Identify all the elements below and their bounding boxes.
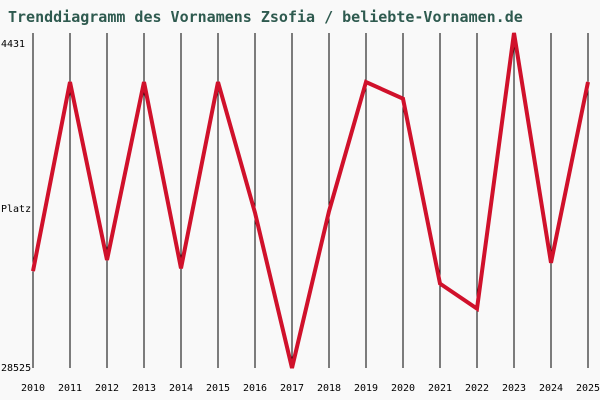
x-tick-2017: 2017 (280, 383, 304, 394)
data-point-2020 (402, 98, 404, 100)
data-point-2013 (143, 81, 145, 83)
x-tick-2013: 2013 (132, 383, 156, 394)
data-point-2025 (587, 81, 589, 83)
x-tick-2016: 2016 (243, 383, 267, 394)
chart-title: Trenddiagramm des Vornamens Zsofia / bel… (8, 8, 523, 26)
data-point-2019 (365, 81, 367, 83)
x-tick-2025: 2025 (576, 383, 600, 394)
data-point-2011 (69, 81, 71, 83)
data-point-2012 (106, 259, 108, 261)
series-line-0 (31, 32, 590, 369)
x-tick-2023: 2023 (502, 383, 526, 394)
x-tick-2015: 2015 (206, 383, 230, 394)
x-tick-2014: 2014 (169, 383, 193, 394)
x-axis: 2010 2011 2012 2013 2014 2015 2016 2017 2018 2019… (21, 383, 600, 394)
data-point-2023 (513, 32, 515, 34)
y-axis-label: Platz (1, 204, 31, 215)
data-point-2010 (32, 270, 34, 272)
data-point-2014 (180, 267, 182, 269)
data-point-2016 (254, 212, 256, 214)
data-point-2021 (439, 283, 441, 285)
y-tick-top: 4431 (1, 39, 25, 50)
data-point-2024 (550, 262, 552, 264)
x-tick-2012: 2012 (95, 383, 119, 394)
x-tick-2024: 2024 (539, 383, 563, 394)
data-point-2022 (476, 308, 478, 310)
x-tick-2010: 2010 (21, 383, 45, 394)
x-tick-2020: 2020 (391, 383, 415, 394)
data-point-2018 (328, 210, 330, 212)
y-tick-bottom: 28525 (1, 363, 31, 374)
series (31, 32, 590, 369)
y-axis: 4431 Platz 28525 (1, 39, 31, 374)
x-tick-2022: 2022 (465, 383, 489, 394)
x-tick-2021: 2021 (428, 383, 452, 394)
data-point-2017 (291, 367, 293, 369)
x-tick-2011: 2011 (58, 383, 82, 394)
grid (32, 33, 589, 368)
x-tick-2018: 2018 (317, 383, 341, 394)
data-point-2015 (217, 81, 219, 83)
x-tick-2019: 2019 (354, 383, 378, 394)
